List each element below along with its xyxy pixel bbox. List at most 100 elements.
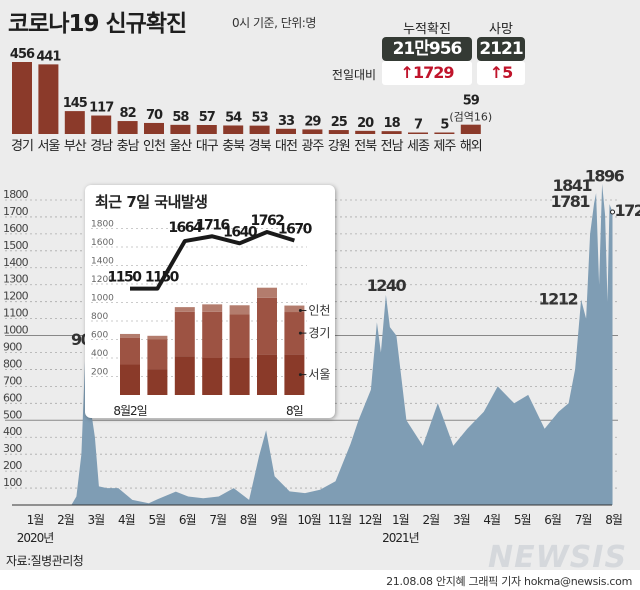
region-bar (434, 132, 455, 134)
region-value: 145 (63, 96, 88, 111)
stacked-bar-인천 (174, 307, 195, 312)
region-value: 82 (120, 106, 136, 121)
stacked-bar-경기 (147, 339, 168, 370)
x-tick-label: 3월 (88, 513, 105, 527)
region-bar (328, 130, 349, 134)
newsis-logo: NEWSIS (488, 540, 628, 575)
x-tick-label: 10월 (297, 513, 320, 527)
cumulative-label: 누적확진 (403, 22, 451, 37)
region-bar (64, 111, 85, 134)
inset-y-tick-label: 1800 (91, 220, 114, 230)
y-tick-label: 200 (3, 459, 22, 472)
region-bar (223, 125, 244, 134)
peak-annotation: 1781 (551, 192, 591, 211)
region-label: 충남 (117, 139, 140, 154)
region-bar (12, 62, 32, 134)
region-value: 18 (384, 116, 401, 131)
region-value: 5 (440, 118, 449, 133)
stacked-bar-경기 (120, 337, 140, 365)
region-label: 서울 (37, 139, 60, 154)
stacked-bar-인천 (284, 305, 305, 313)
year-label: 2021년 (382, 531, 419, 545)
inset-y-tick-label: 1200 (91, 275, 114, 285)
page-title: 코로나19 신규확진 (8, 11, 187, 37)
region-bar (38, 64, 59, 134)
peak-annotation: 1240 (367, 276, 407, 295)
x-tick-label: 6월 (179, 513, 196, 527)
x-tick-label: 8월 (240, 513, 257, 527)
region-label: 제주 (433, 139, 456, 154)
region-value: 441 (36, 49, 61, 64)
region-bar (355, 130, 376, 134)
cumulative-change: ↑1729 (382, 61, 472, 85)
latest-point-marker (610, 209, 616, 215)
stacked-bar-서울 (229, 358, 250, 395)
source-text: 자료:질병관리청 (6, 554, 84, 568)
stacked-bar-서울 (284, 354, 305, 395)
region-bar (381, 131, 402, 134)
stacked-bar-인천 (147, 335, 168, 340)
inset-x-label: 8일 (286, 404, 303, 418)
x-tick-label: 2월 (423, 513, 440, 527)
region-value: 53 (252, 111, 269, 126)
x-tick-label: 5월 (514, 513, 531, 527)
inset-y-tick-label: 1400 (91, 257, 114, 267)
stacked-bar-서울 (147, 369, 168, 395)
cumulative-value: 21만956 (382, 37, 472, 61)
y-tick-label: 1800 (3, 188, 29, 201)
stacked-bar-서울 (202, 358, 223, 395)
peak-annotation: 1841 (553, 176, 593, 195)
y-tick-label: 500 (3, 408, 22, 421)
region-bar (249, 125, 270, 134)
stacked-bar-경기 (284, 312, 305, 355)
x-tick-label: 9월 (270, 513, 287, 527)
series-legend-label: 인천 (308, 303, 330, 318)
region-value: 456 (10, 47, 35, 62)
x-tick-label: 7월 (209, 513, 226, 527)
region-label: 대전 (275, 139, 297, 154)
stacked-bar-경기 (202, 311, 223, 358)
region-bar (117, 121, 138, 134)
x-tick-label: 4월 (118, 513, 135, 527)
x-tick-label: 11월 (328, 513, 351, 527)
region-label: 대구 (196, 139, 219, 154)
region-bar (170, 124, 191, 134)
stacked-bar-서울 (174, 356, 195, 395)
region-value: 25 (331, 115, 348, 130)
y-tick-label: 700 (3, 374, 22, 387)
region-label: 인천 (143, 139, 165, 154)
x-tick-label: 1월 (27, 513, 44, 527)
line-value-label: 1762 (251, 213, 285, 229)
y-tick-label: 600 (3, 391, 22, 404)
recent-7days-panel: 최근 7일 국내발생 200 400 600 800 1000 1200 1400 1600 18… (85, 185, 335, 418)
region-value: 7 (414, 118, 423, 133)
credit-text: 21.08.08 안지혜 그래픽 기자 hokma@newsis.com (386, 575, 632, 588)
y-tick-label: 1500 (3, 239, 29, 252)
y-tick-label: 400 (3, 425, 22, 438)
region-label: 강원 (328, 139, 350, 154)
series-legend-label: 경기 (308, 326, 330, 340)
main-x-axis: 1월 2월 3월 4월 5월 6월 7월 8월 9월 10월 11월 12월 1월 2월 3월 4월 5월 6월 7… (12, 504, 623, 545)
x-tick-label: 3월 (453, 513, 470, 527)
region-label: 충북 (222, 139, 245, 154)
region-value: 29 (304, 114, 321, 129)
region-label: 경기 (11, 139, 33, 154)
subtitle: 0시 기준, 단위:명 (232, 16, 316, 30)
recent-7days-chart: 최근 7일 국내발생 200 400 600 800 1000 1200 1400 1600 18… (91, 193, 330, 418)
main-area-chart: 909124012121781184118961729 (45, 167, 640, 505)
line-value-label: 1716 (196, 217, 230, 233)
x-tick-label: 8월 (605, 513, 622, 527)
stacked-bar-인천 (120, 333, 140, 338)
inset-title: 최근 7일 국내발생 (95, 193, 207, 211)
y-tick-label: 1000 (3, 324, 29, 337)
deaths-change: ↑5 (477, 61, 525, 85)
region-label: 해외 (460, 139, 482, 154)
deaths-value: 2121 (477, 37, 525, 61)
inset-y-tick-label: 200 (91, 368, 108, 378)
line-value-label: 1670 (278, 222, 313, 238)
inset-x-label: 8월2일 (113, 404, 146, 418)
line-value-label: 1150 (108, 270, 143, 286)
region-label: 광주 (301, 139, 324, 154)
change-label: 전일대비 (331, 68, 377, 82)
